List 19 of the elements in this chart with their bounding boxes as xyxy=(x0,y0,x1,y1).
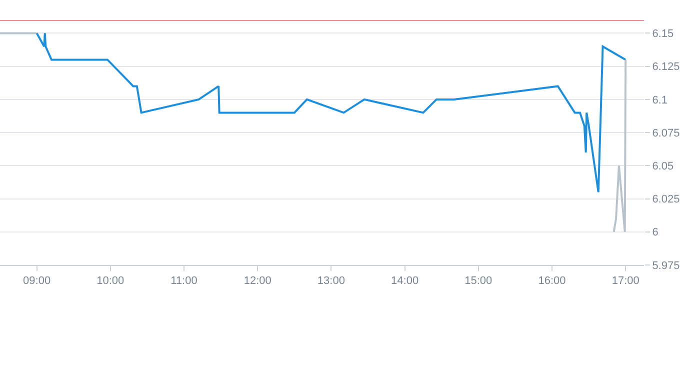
y-tick-label: 6.025 xyxy=(652,194,680,206)
line-series xyxy=(36,32,627,194)
x-tick-label: 16:00 xyxy=(538,275,566,288)
y-tick-label: 6.05 xyxy=(652,160,674,173)
x-tick-label: 14:00 xyxy=(391,275,419,288)
x-tick-label: 09:00 xyxy=(23,275,51,288)
y-tick-label: 6 xyxy=(652,226,658,239)
y-tick-label: 6.1 xyxy=(652,94,668,106)
x-tick-label: 13:00 xyxy=(317,275,345,288)
line-series xyxy=(612,58,627,233)
x-tick-label: 12:00 xyxy=(244,275,272,288)
x-tick-label: 15:00 xyxy=(464,275,492,288)
y-tick-label: 6.125 xyxy=(652,61,680,74)
y-tick-label: 6.075 xyxy=(652,127,680,140)
x-tick-label: 11:00 xyxy=(170,275,198,288)
y-tick-label: 6.15 xyxy=(652,28,674,40)
x-tick-label: 17:00 xyxy=(612,275,640,288)
x-tick-label: 10:00 xyxy=(96,275,124,288)
y-tick-label: 5.975 xyxy=(652,260,680,272)
